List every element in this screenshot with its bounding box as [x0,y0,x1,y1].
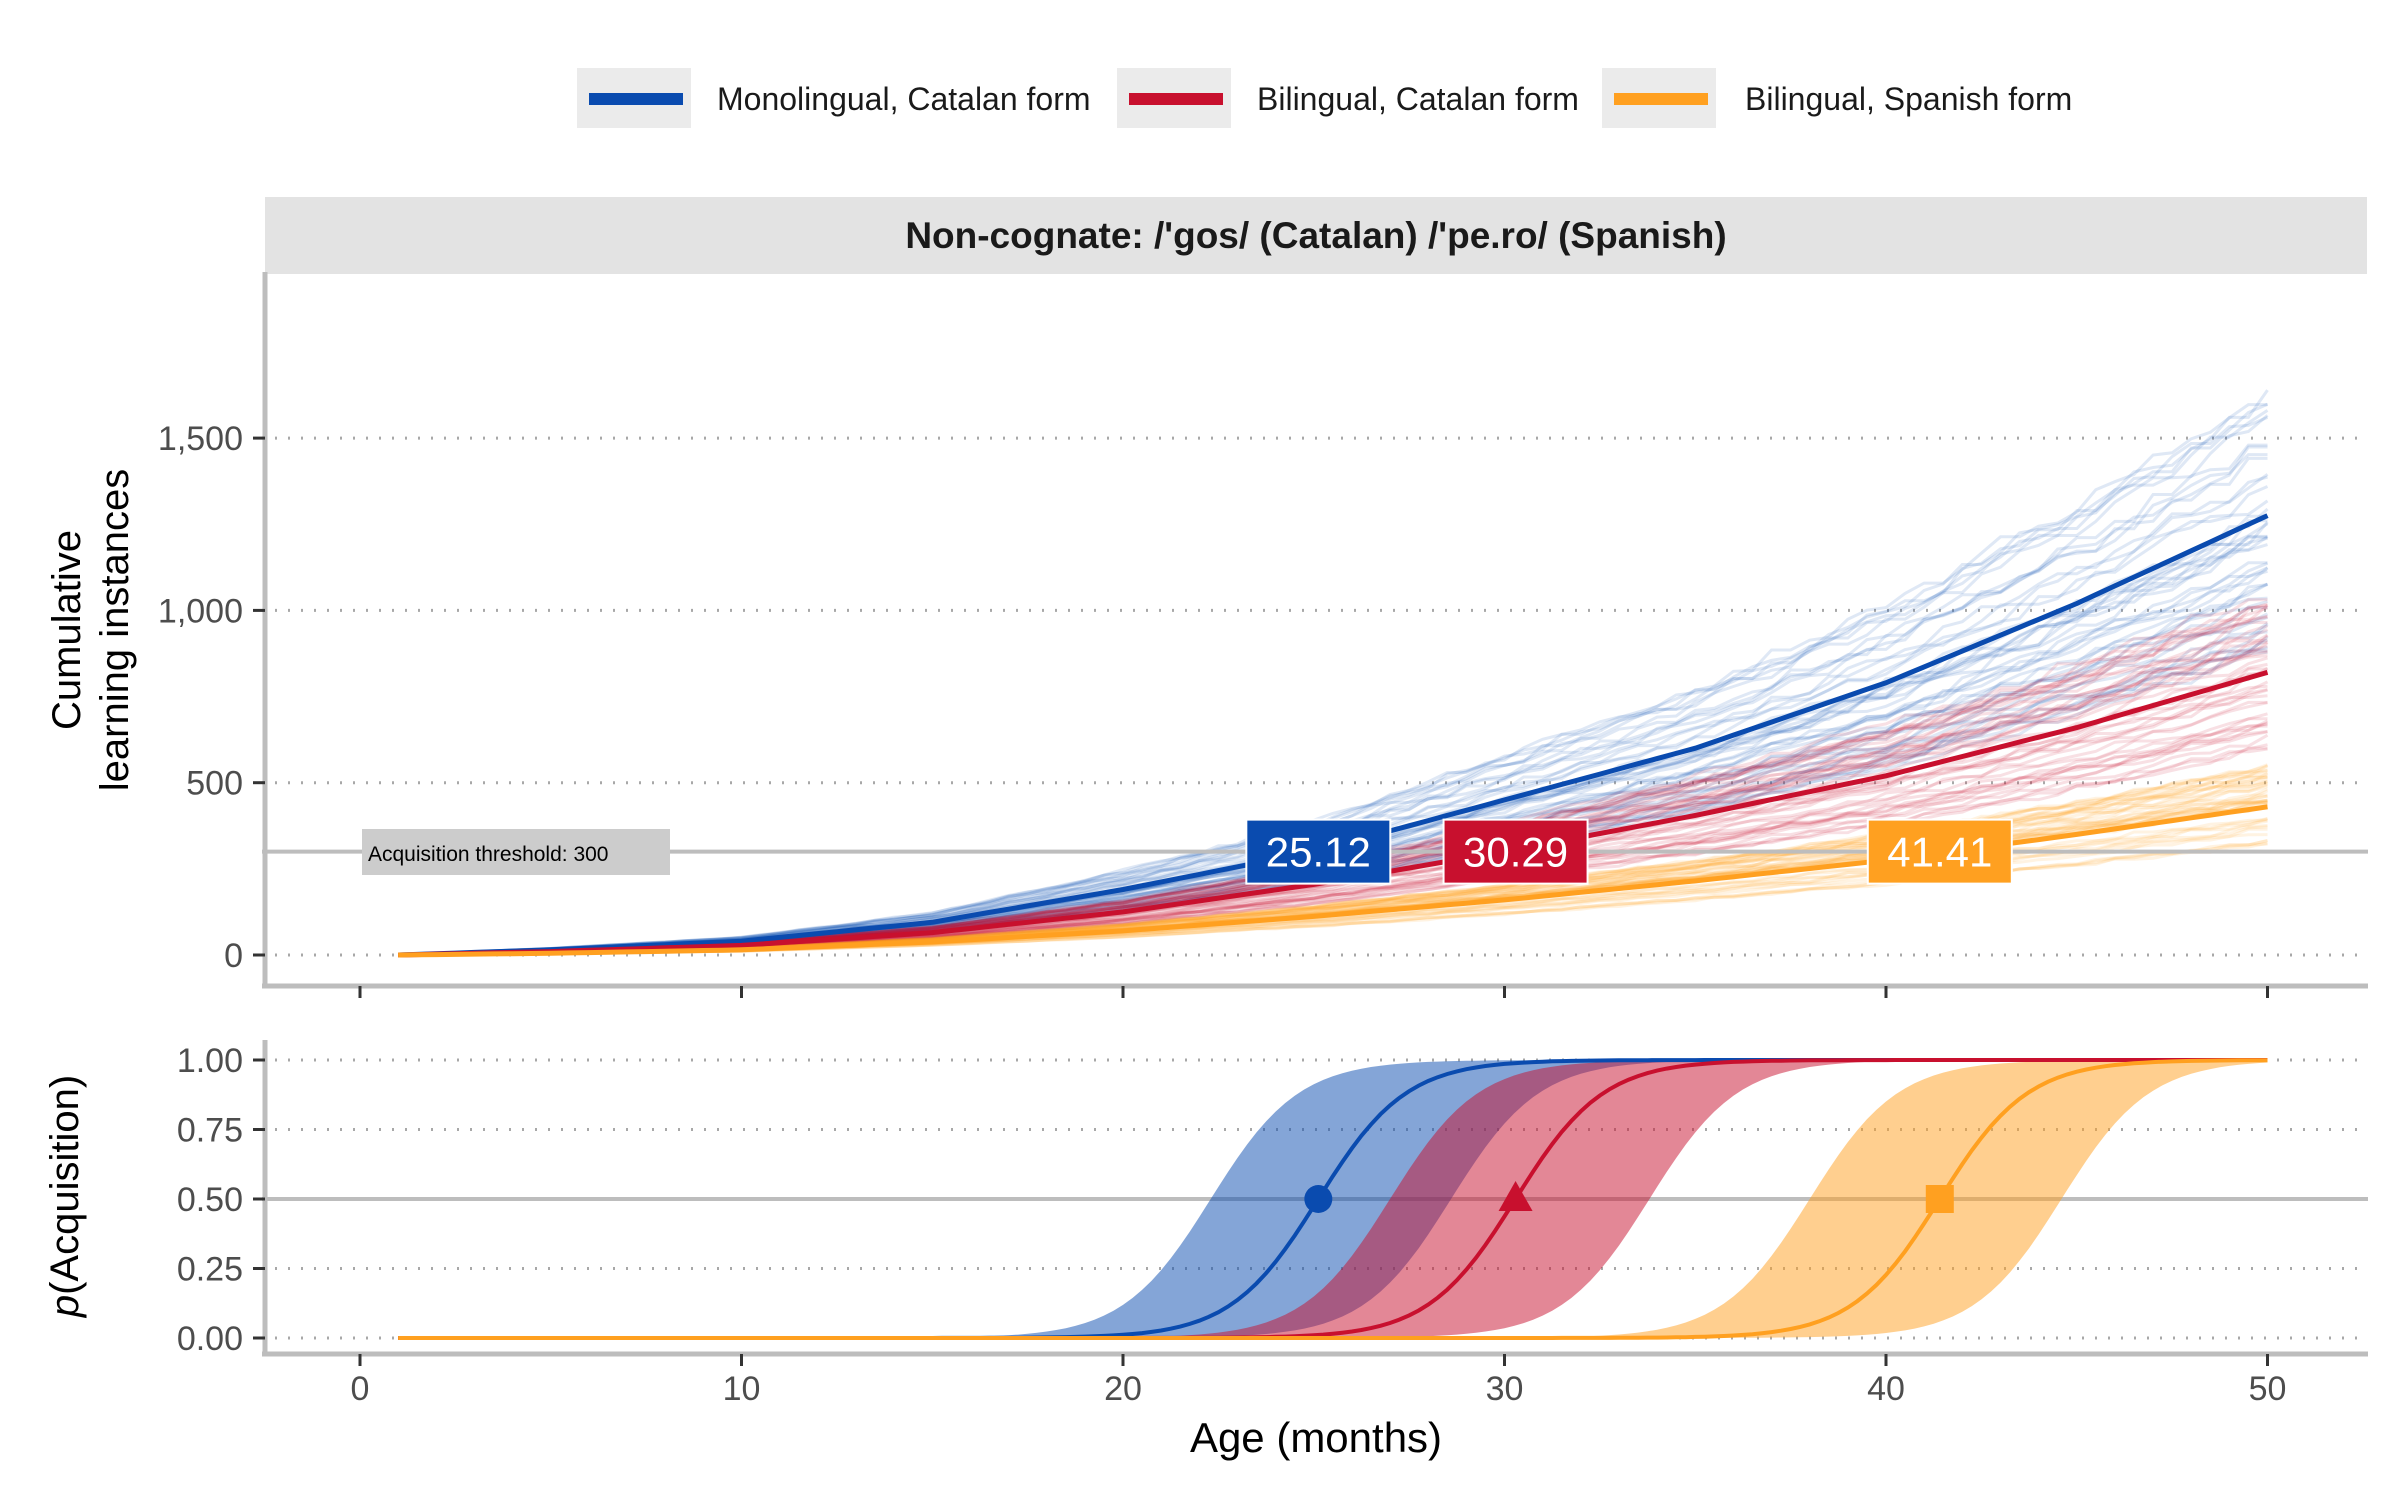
bottom-ytick-label-1: 0.25 [177,1251,243,1289]
midpoint-marker-circle [1304,1185,1333,1213]
legend-label-2: Bilingual, Spanish form [1745,81,2072,117]
probability-band-1 [398,1060,2268,1338]
bottom-axes: 0.00 0.25 0.50 0.75 1.00 0 10 20 30 40 50 [177,1040,2368,1408]
top-panel: Acquisition threshold: 300 25.12 30.29 41.… [45,272,2368,998]
legend-swatch-2 [1614,93,1708,105]
bottom-xtick-label-0: 0 [351,1370,370,1408]
legend: Monolingual, Catalan form Bilingual, Cat… [577,68,2072,128]
threshold-label: Acquisition threshold: 300 [368,843,609,866]
acq-label-1: 30.29 [1463,829,1568,876]
bottom-xtick-label-3: 30 [1486,1370,1524,1408]
facet-strip-title: Non-cognate: /'gos/ (Catalan) /'pe.ro/ (… [905,215,1726,256]
bottom-y-title-rest: (Acquisition) [43,1075,87,1295]
bottom-xtick-label-1: 10 [723,1370,761,1408]
bottom-xtick-label-4: 40 [1867,1370,1905,1408]
bottom-xtick-label-2: 20 [1104,1370,1142,1408]
bottom-panel: 0.00 0.25 0.50 0.75 1.00 0 10 20 30 40 50 p(Acquis… [43,1040,2368,1461]
threshold-label-box [362,829,670,875]
bottom-ytick-label-3: 0.75 [177,1112,243,1150]
top-axes: 0 500 1,000 1,500 [158,272,2368,998]
top-y-title-line1: Cumulative [45,530,89,730]
legend-swatch-0 [589,93,683,105]
legend-label-0: Monolingual, Catalan form [717,81,1091,117]
x-axis-title: Age (months) [1190,1414,1442,1461]
trajectory-0-27 [398,403,2268,957]
probability-curves [398,1058,2268,1340]
top-y-title-line2: learning instances [93,469,137,791]
top-ytick-label-2: 1,000 [158,592,243,630]
midpoint-marker-triangle [1498,1181,1533,1211]
acquisition-labels: 25.12 30.29 41.41 [1245,818,2013,885]
legend-swatch-1 [1129,93,1223,105]
bottom-ytick-label-4: 1.00 [177,1042,243,1080]
probability-band-0 [398,1060,2268,1338]
bottom-y-title: p(Acquisition) [43,1075,87,1318]
trajectory-0-22 [398,409,2269,957]
top-grid [262,436,2368,957]
probability-bands [398,1060,2268,1338]
top-ytick-label-3: 1,500 [158,420,243,458]
facet-strip [265,197,2367,274]
probability-band-2 [398,1060,2268,1338]
bottom-ytick-label-0: 0.00 [177,1320,243,1358]
bottom-ytick-label-2: 0.50 [177,1181,243,1219]
midpoint-marker-square [1925,1185,1954,1213]
acq-label-0: 25.12 [1266,829,1371,876]
legend-label-1: Bilingual, Catalan form [1257,81,1579,117]
acq-label-box-0 [1245,818,1392,885]
bottom-y-title-p: p [43,1295,87,1318]
trajectory-0-16 [398,389,2269,957]
bottom-xtick-label-5: 50 [2249,1370,2287,1408]
acq-label-box-1 [1442,818,1589,885]
probability-curve-2 [398,1058,2268,1340]
acq-label-2: 41.41 [1887,829,1992,876]
top-ytick-label-1: 500 [186,765,243,803]
midpoint-markers [1304,1181,1954,1213]
acq-label-box-2 [1866,818,2013,885]
top-ytick-label-0: 0 [224,937,243,975]
